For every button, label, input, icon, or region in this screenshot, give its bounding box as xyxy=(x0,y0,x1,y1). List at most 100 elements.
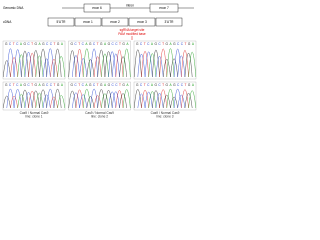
trace-peak xyxy=(2,60,11,78)
cdna-box xyxy=(101,17,129,27)
sequence: GCTCAGCTGAGCCTGA xyxy=(5,83,64,87)
trace-peak xyxy=(177,94,186,109)
trace-peak xyxy=(155,92,164,109)
cdna-part: exon 1 xyxy=(83,20,93,24)
trace-peak xyxy=(159,89,168,109)
note: sgRNA target site xyxy=(120,28,145,32)
trace-peak xyxy=(50,96,58,109)
trace-peak xyxy=(42,94,51,109)
trace-peak xyxy=(188,90,197,109)
sequence: GCTCAGCTGAGCCTGA xyxy=(5,42,64,46)
trace-peak xyxy=(155,56,164,78)
panel xyxy=(133,81,197,111)
trace-peak xyxy=(10,57,18,78)
trace-peak xyxy=(122,89,131,109)
cdna-box xyxy=(128,17,156,27)
trace-peak xyxy=(57,55,66,78)
panel xyxy=(68,81,131,111)
genomic-label: Genomic DNA xyxy=(3,6,24,10)
trace-peak xyxy=(166,88,175,109)
exon-label: exon 7 xyxy=(159,6,169,10)
trace-peak xyxy=(46,88,55,109)
trace-peak xyxy=(104,90,113,109)
trace-peak xyxy=(148,91,157,109)
trace-peak xyxy=(137,93,146,109)
panel-caption: line: clone 2 xyxy=(91,114,108,118)
exon-box xyxy=(149,3,179,13)
trace-peak xyxy=(28,91,37,109)
trace-peak xyxy=(119,56,127,78)
trace-peak xyxy=(173,88,182,109)
sequence: GCTCAGCTGAGCCTGA xyxy=(71,42,130,46)
trace-peak xyxy=(93,95,102,109)
figure: Genomic DNA exon 6 intron exon 7 cDNA sg… xyxy=(0,0,200,124)
panel-caption: line: clone 3 xyxy=(156,114,173,118)
panel-caption: line: clone 1 xyxy=(25,114,42,118)
trace-peak xyxy=(24,92,33,109)
trace-peak xyxy=(119,93,127,109)
trace-peak xyxy=(162,94,171,109)
trace-peak xyxy=(31,90,40,109)
panel xyxy=(68,40,131,80)
cdna-box xyxy=(74,17,102,27)
cdna-box xyxy=(47,17,75,27)
cdna-box xyxy=(155,17,183,27)
note: PAM modified base xyxy=(118,32,146,36)
trace-peak xyxy=(162,59,171,78)
cdna-part: exon 2 xyxy=(110,20,120,24)
trace-peak xyxy=(6,88,15,109)
trace-peak xyxy=(57,95,66,109)
trace-peak xyxy=(75,89,84,109)
trace-peak xyxy=(170,58,178,78)
exon-label: exon 6 xyxy=(92,6,102,10)
sequence: GCTCAGCTGAGCCTGA xyxy=(136,42,195,46)
trace-peak xyxy=(2,95,11,109)
trace-peak xyxy=(115,90,124,109)
trace-peak xyxy=(181,89,189,109)
trace-peak xyxy=(17,54,26,78)
trace-peak xyxy=(39,89,47,109)
trace-peak xyxy=(42,58,51,78)
trace-peak xyxy=(53,88,62,109)
cdna-part: 3'UTR xyxy=(165,20,175,24)
sequence: GCTCAGCTGAGCCTGA xyxy=(71,83,130,87)
trace-peak xyxy=(133,89,142,109)
trace-peak xyxy=(79,58,88,78)
trace-peak xyxy=(141,89,149,109)
trace-peak xyxy=(93,56,102,78)
cdna-part: exon 3 xyxy=(137,20,147,24)
trace-peak xyxy=(10,95,18,109)
trace-peak xyxy=(97,89,106,109)
trace-peak xyxy=(68,90,77,109)
trace-peak xyxy=(111,91,120,109)
trace-peak xyxy=(72,55,80,78)
trace-peak xyxy=(86,59,95,78)
panel-caption: Cas9 / Normal Cas9 xyxy=(151,111,180,115)
trace-peak xyxy=(13,89,22,109)
trace-peak xyxy=(108,91,117,109)
trace-peak xyxy=(101,93,109,109)
trace-peak xyxy=(90,88,98,109)
trace-peak xyxy=(35,55,44,78)
trace-peak xyxy=(144,91,153,109)
trace-peak xyxy=(17,93,26,109)
trace-peak xyxy=(137,53,146,78)
panel-caption: Cas9 / Normal Cas9 xyxy=(85,111,114,115)
trace-peak xyxy=(152,90,160,109)
trace-peak xyxy=(184,92,193,109)
trace-peak xyxy=(79,94,88,109)
intron-label: intron xyxy=(126,3,134,7)
panel-caption: Cas9 / Normal Cas9 xyxy=(20,111,49,115)
trace-peak xyxy=(177,55,186,78)
trace-peak xyxy=(170,96,178,109)
panel xyxy=(133,40,197,80)
sequence: GCTCAGCTGAGCCTGA xyxy=(136,83,195,87)
trace-peak xyxy=(50,58,58,78)
trace-peak xyxy=(72,92,80,109)
cdna-part: 5'UTR xyxy=(57,20,67,24)
exon-box xyxy=(83,3,111,13)
trace-peak xyxy=(86,96,95,109)
trace-peak xyxy=(35,92,44,109)
trace-peak xyxy=(21,89,29,109)
trace-peak xyxy=(82,88,91,109)
